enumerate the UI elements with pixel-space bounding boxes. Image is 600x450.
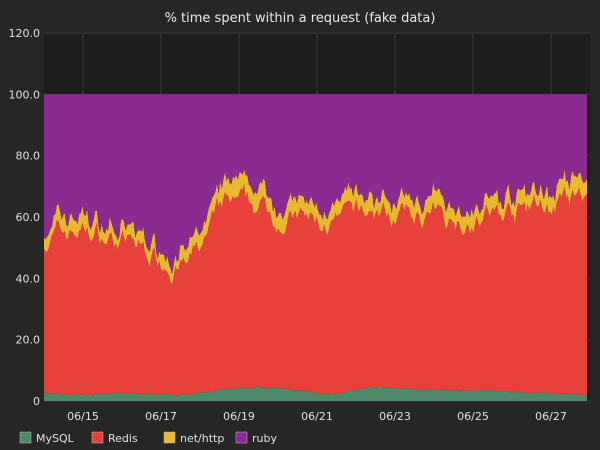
y-tick-label: 40.0: [16, 272, 41, 285]
area-ruby: [44, 94, 587, 275]
x-tick-label: 06/27: [535, 410, 567, 423]
legend-label: ruby: [252, 432, 277, 445]
y-tick-label: 20.0: [16, 334, 41, 347]
x-tick-label: 06/19: [223, 410, 255, 423]
y-tick-label: 120.0: [9, 27, 41, 40]
legend-swatch: [91, 431, 104, 444]
x-tick-label: 06/17: [145, 410, 177, 423]
legend-label: Redis: [108, 432, 138, 445]
legend-swatch: [235, 431, 248, 444]
x-axis: 06/15 06/17 06/19 06/21 06/23 06/25 06/27: [67, 410, 567, 423]
y-tick-label: 100.0: [9, 88, 41, 101]
y-tick-label: 80.0: [16, 150, 41, 163]
area-nethttp: [44, 168, 587, 285]
area-mysql: [44, 386, 587, 401]
legend-swatch: [19, 431, 32, 444]
legend-label: net/http: [180, 432, 224, 445]
x-tick-label: 06/21: [301, 410, 333, 423]
area-redis: [44, 183, 587, 396]
x-tick-label: 06/25: [457, 410, 489, 423]
x-tick-label: 06/15: [67, 410, 99, 423]
chart-title: % time spent within a request (fake data…: [165, 11, 436, 26]
y-tick-label: 0: [33, 395, 40, 408]
y-axis: 0 20.0 40.0 60.0 80.0 100.0 120.0: [9, 27, 41, 408]
legend-swatch: [163, 431, 176, 444]
stacked-areas: [44, 94, 587, 401]
legend-label: MySQL: [36, 432, 75, 445]
y-tick-label: 60.0: [16, 211, 41, 224]
legend: MySQL Redis net/http ruby: [19, 431, 277, 445]
x-tick-label: 06/23: [379, 410, 411, 423]
